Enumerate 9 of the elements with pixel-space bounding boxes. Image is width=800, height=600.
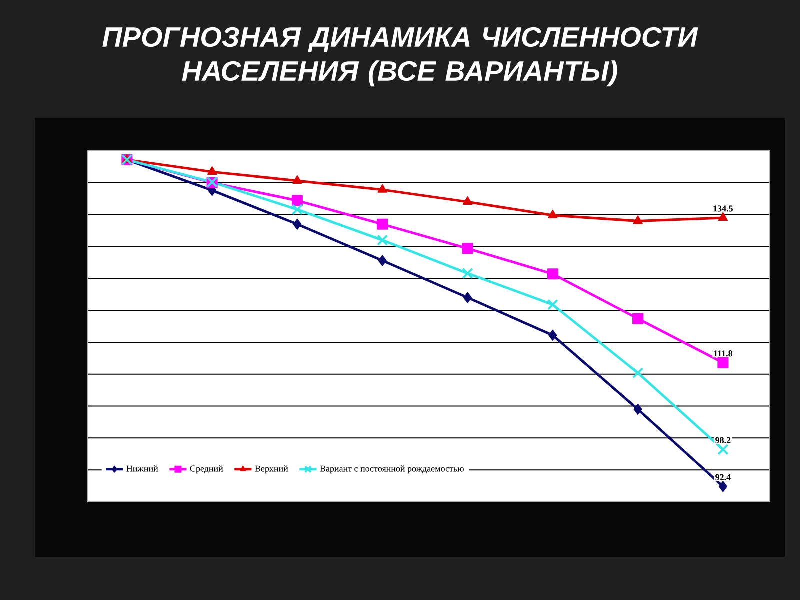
legend-label: Средний xyxy=(190,466,224,474)
data-label: 134.5 xyxy=(714,206,733,212)
legend-label: Верхний xyxy=(255,466,288,474)
legend-label: Нижний xyxy=(126,466,158,472)
data-label: 111.8 xyxy=(714,350,733,357)
legend-label: Вариант с постоянной рождаемостью xyxy=(320,466,464,474)
data-label: 98.2 xyxy=(716,437,731,444)
data-label: 92.4 xyxy=(716,474,731,480)
chart-title: ПРОГНОЗНАЯ ДИНАМИКА ЧИСЛЕННОСТИ НАСЕЛЕНИЯ (ВСЕ ВАРИАНТЫ) xyxy=(102,27,698,87)
